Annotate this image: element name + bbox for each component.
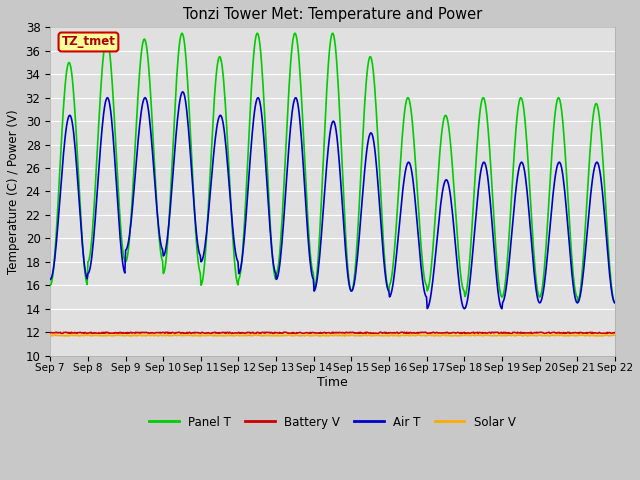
Title: Tonzi Tower Met: Temperature and Power: Tonzi Tower Met: Temperature and Power: [183, 7, 482, 22]
Legend: Panel T, Battery V, Air T, Solar V: Panel T, Battery V, Air T, Solar V: [145, 411, 520, 433]
X-axis label: Time: Time: [317, 376, 348, 389]
Y-axis label: Temperature (C) / Power (V): Temperature (C) / Power (V): [7, 109, 20, 274]
Text: TZ_tmet: TZ_tmet: [61, 36, 115, 48]
